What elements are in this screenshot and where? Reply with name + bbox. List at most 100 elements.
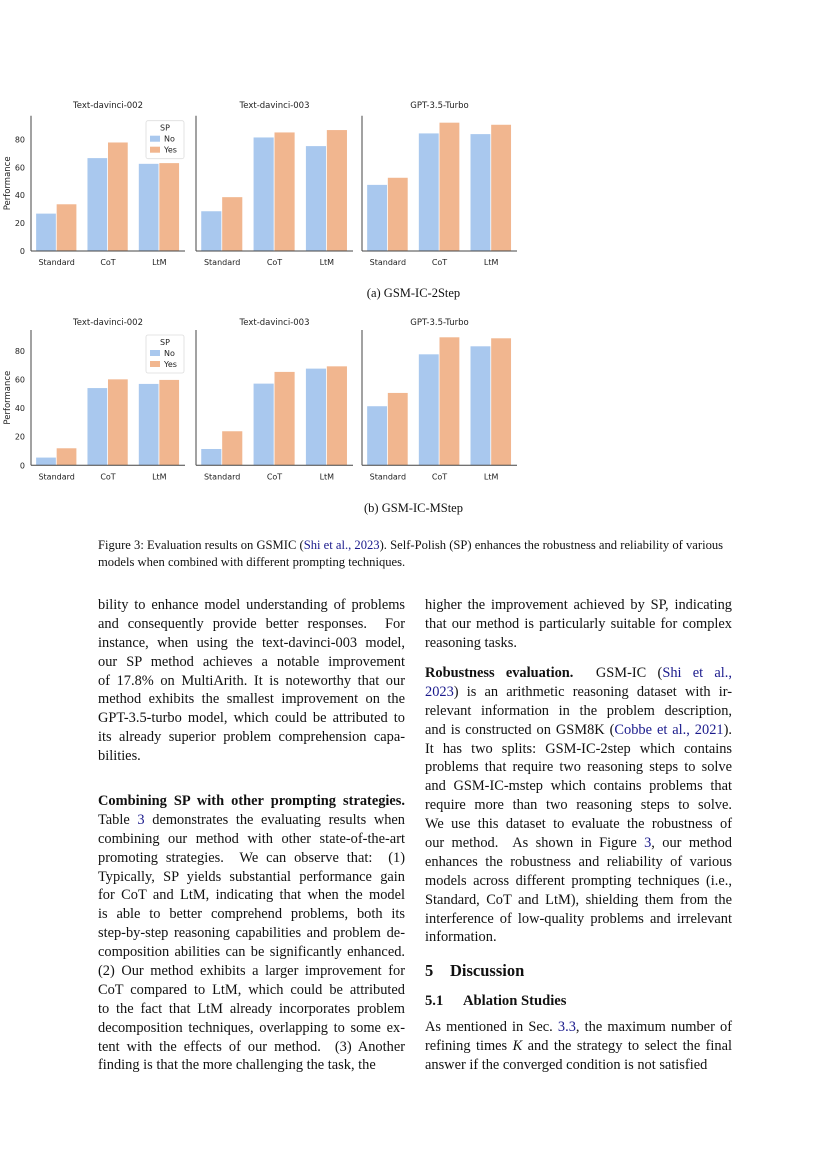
- section-heading-discussion: 5 Discussion: [425, 961, 524, 981]
- bar-no-standard: [36, 457, 56, 466]
- text-run: As mentioned in Sec.: [425, 1019, 558, 1035]
- text-line: require more than two reasoning steps to…: [425, 796, 732, 815]
- text-run: our SP method achieves a notable improve…: [98, 653, 405, 670]
- x-tick-label: LtM: [152, 472, 167, 481]
- legend-swatch-yes: [150, 146, 160, 153]
- text-run: interference of low-quality problems and…: [425, 910, 732, 927]
- x-tick-label: CoT: [432, 472, 447, 481]
- reference-link[interactable]: Cobbe et al., 2021: [614, 721, 724, 738]
- text-run: information.: [425, 929, 497, 946]
- bar-yes-ltm: [491, 124, 512, 251]
- bar-no-cot: [418, 133, 439, 251]
- text-line: information.: [425, 928, 732, 947]
- text-run: GSM-IC (: [573, 665, 663, 681]
- y-tick-label: 60: [15, 375, 25, 384]
- x-tick-label: Standard: [204, 258, 240, 267]
- bar-no-standard: [367, 406, 388, 466]
- panel-title: GPT-3.5-Turbo: [410, 318, 468, 328]
- bar-yes-ltm: [159, 163, 180, 251]
- text-run: tent with the effects of our method. (3)…: [98, 1038, 405, 1055]
- text-run: bilities.: [98, 748, 141, 765]
- text-line: GPT-3.5-turbo model, which could be attr…: [98, 709, 405, 728]
- text-line: Standard, CoT and LtM), shielding them f…: [425, 891, 732, 910]
- bar-yes-cot: [108, 379, 128, 466]
- text-run: promoting strategies. We can observe tha…: [98, 849, 405, 866]
- y-tick-label: 20: [15, 219, 25, 228]
- text-line: tent with the effects of our method. (3)…: [98, 1038, 405, 1057]
- x-tick-label: CoT: [100, 258, 115, 267]
- y-tick-label: 80: [15, 135, 25, 144]
- bar-yes-standard: [222, 197, 243, 251]
- text-run: that our method is particularly suitable…: [425, 615, 732, 632]
- paragraph-heading: Combining SP with other prompting strate…: [98, 793, 405, 809]
- bar-no-standard: [367, 184, 388, 251]
- x-tick-label: Standard: [38, 258, 74, 267]
- bar-yes-ltm: [326, 366, 347, 466]
- paragraph: higher the improvement achieved by SP, i…: [425, 596, 732, 653]
- bar-no-cot: [87, 158, 108, 251]
- text-run: reasoning tasks.: [425, 634, 517, 651]
- text-line: CoT compared to LtM, which could be attr…: [98, 981, 405, 1000]
- reference-link[interactable]: 3: [137, 811, 145, 828]
- bar-no-ltm: [470, 134, 491, 251]
- reference-link[interactable]: 3: [644, 835, 652, 852]
- text-line: answer if the converged condition is not…: [425, 1056, 732, 1075]
- bar-no-ltm: [138, 383, 159, 466]
- text-line: of 17.8% on MultiArith. It is noteworthy…: [98, 672, 405, 691]
- text-run: and GSM-IC-mstep which contains problems…: [425, 778, 732, 795]
- caption-citation-link[interactable]: Shi et al., 2023: [303, 538, 380, 552]
- legend-label-no: No: [164, 135, 175, 144]
- bar-yes-standard: [222, 431, 243, 466]
- text-line: It has two splits: GSM-IC-2step which co…: [425, 740, 732, 759]
- y-tick-label: 20: [15, 433, 25, 442]
- bar-no-ltm: [138, 163, 159, 251]
- subsection-number: 5.1: [425, 993, 444, 1009]
- x-tick-label: CoT: [432, 258, 447, 267]
- bar-yes-standard: [56, 448, 77, 466]
- bar-yes-ltm: [326, 130, 347, 251]
- text-line: that our method is particularly suitable…: [425, 615, 732, 634]
- text-line: combining our method with other state-of…: [98, 830, 405, 849]
- panel-title: Text-davinci-002: [72, 101, 143, 111]
- text-run: and the strategy to select the final: [522, 1037, 732, 1054]
- text-run: CoT compared to LtM, which could be attr…: [98, 981, 405, 998]
- text-line: Combining SP with other prompting strate…: [98, 792, 405, 811]
- text-line: and consequently provide better response…: [98, 615, 405, 634]
- text-line: higher the improvement achieved by SP, i…: [425, 596, 732, 615]
- text-line: (2) Our method exhibits a larger improve…: [98, 962, 405, 981]
- text-run: models across different prompting techni…: [425, 872, 732, 889]
- x-tick-label: CoT: [267, 258, 282, 267]
- bar-yes-standard: [56, 204, 77, 251]
- reference-link[interactable]: 3.3: [557, 1019, 576, 1035]
- bar-yes-ltm: [159, 379, 180, 466]
- text-run: We use this dataset to evaluate the robu…: [425, 816, 732, 833]
- reference-link[interactable]: Shi et al.,: [662, 665, 732, 681]
- bar-yes-standard: [387, 177, 408, 251]
- legend-label-yes: Yes: [163, 146, 177, 155]
- text-line: 2023) is an arithmetic reasoning dataset…: [425, 683, 732, 702]
- text-line: finding is that the more challenging the…: [98, 1056, 405, 1075]
- text-run: step-by-step reasoning capabilities and …: [98, 925, 405, 942]
- text-run: to the fact that LtM already incorporate…: [98, 1000, 405, 1017]
- paragraph: Combining SP with other prompting strate…: [98, 792, 405, 1075]
- text-line: composition abilities can be significant…: [98, 943, 405, 962]
- text-line: its already superior problem comprehensi…: [98, 728, 405, 747]
- section-title: Discussion: [450, 961, 525, 980]
- y-tick-label: 60: [15, 163, 25, 172]
- subcaption-b: (b) GSM-IC-MStep: [364, 501, 463, 515]
- reference-link[interactable]: 2023: [425, 683, 454, 700]
- figure-3b: Performance 0 20 40 60 80 Text-davinci-002 Stan…: [0, 312, 827, 492]
- text-line: our method. As shown in Figure 3, our me…: [425, 834, 732, 853]
- subcaption-a: (a) GSM-IC-2Step: [366, 286, 461, 300]
- x-tick-label: LtM: [320, 258, 335, 267]
- bar-yes-ltm: [491, 338, 512, 466]
- text-run: its already superior problem comprehensi…: [98, 729, 405, 746]
- text-run: Standard, CoT and LtM), shielding them f…: [425, 891, 732, 908]
- bar-no-standard: [201, 448, 222, 466]
- text-run: bility to enhance model understanding of…: [98, 597, 405, 613]
- text-line: Robustness evaluation. GSM-IC (Shi et al…: [425, 664, 732, 683]
- x-tick-label: CoT: [100, 472, 115, 481]
- text-run: (2) Our method exhibits a larger improve…: [98, 963, 405, 980]
- y-tick-label: 40: [15, 191, 25, 200]
- math-variable: K: [512, 1037, 523, 1054]
